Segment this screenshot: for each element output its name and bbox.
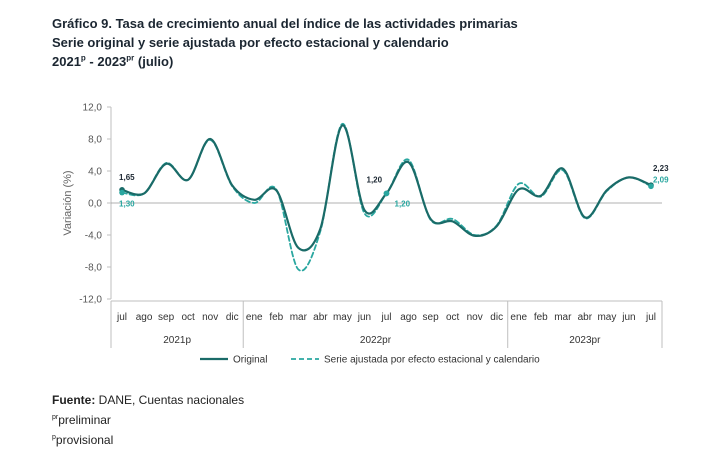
y-tick-label: 8,0 xyxy=(88,135,102,146)
data-label: 1,20 xyxy=(395,199,411,208)
legend-label-original: Original xyxy=(233,355,267,366)
x-tick-label: feb xyxy=(269,312,283,323)
data-label: 1,20 xyxy=(367,175,383,184)
year-label: 2022pr xyxy=(360,335,392,346)
x-tick-label: nov xyxy=(202,312,218,323)
year-label: 2023pr xyxy=(569,335,601,346)
series-line-original xyxy=(120,124,653,252)
x-tick-label: dic xyxy=(226,312,239,323)
x-tick-label: jul xyxy=(380,312,391,323)
y-tick-label: -12,0 xyxy=(79,295,102,306)
y-axis-label: Variación (%) xyxy=(62,170,74,235)
data-label: 1,30 xyxy=(119,200,135,209)
x-tick-label: jul xyxy=(116,312,127,323)
series-line-adjusted xyxy=(121,122,652,272)
year-label: 2021p xyxy=(163,335,191,346)
x-tick-label: may xyxy=(597,312,616,323)
data-point-marker xyxy=(383,190,390,197)
data-point-marker xyxy=(648,183,654,190)
x-tick-label: dic xyxy=(490,312,503,323)
title-line-3: 2021p - 2023pr (julio) xyxy=(52,53,174,69)
data-point-marker xyxy=(119,189,125,196)
x-tick-label: nov xyxy=(467,312,483,323)
y-tick-label: -4,0 xyxy=(85,231,103,242)
x-tick-label: mar xyxy=(290,312,308,323)
chart-title: Gráfico 9. Tasa de crecimiento anual del… xyxy=(52,14,518,71)
y-tick-label: 0,0 xyxy=(88,199,102,210)
x-tick-label: ago xyxy=(400,312,417,323)
chart-footer: Fuente: DANE, Cuentas nacionales prpreli… xyxy=(52,392,244,449)
x-tick-label: feb xyxy=(534,312,548,323)
data-label: 2,23 xyxy=(653,164,669,173)
x-tick-label: ago xyxy=(136,312,153,323)
title-line-1: Gráfico 9. Tasa de crecimiento anual del… xyxy=(52,16,518,31)
source-note: Fuente: DANE, Cuentas nacionales xyxy=(52,393,245,407)
provisional-note: pprovisional xyxy=(52,433,114,447)
x-tick-label: sep xyxy=(158,312,175,323)
x-tick-label: jun xyxy=(357,312,371,323)
title-line-2: Serie original y serie ajustada por efec… xyxy=(52,35,449,50)
y-tick-label: 4,0 xyxy=(88,167,102,178)
y-tick-label: -8,0 xyxy=(85,263,103,274)
x-tick-label: abr xyxy=(578,312,593,323)
x-tick-label: ene xyxy=(246,312,263,323)
y-tick-label: 12,0 xyxy=(83,103,103,114)
x-tick-label: may xyxy=(333,312,352,323)
x-tick-label: sep xyxy=(423,312,440,323)
data-label: 1,65 xyxy=(119,173,135,182)
x-tick-label: oct xyxy=(181,312,195,323)
preliminary-note: prpreliminar xyxy=(52,413,111,427)
legend-label-adjusted: Serie ajustada por efecto estacional y c… xyxy=(324,355,540,366)
x-tick-label: jun xyxy=(621,312,635,323)
x-tick-label: oct xyxy=(446,312,460,323)
data-label: 2,09 xyxy=(653,175,669,184)
x-tick-label: mar xyxy=(554,312,572,323)
x-tick-label: abr xyxy=(313,312,328,323)
x-tick-label: jul xyxy=(645,312,656,323)
x-tick-label: ene xyxy=(510,312,527,323)
